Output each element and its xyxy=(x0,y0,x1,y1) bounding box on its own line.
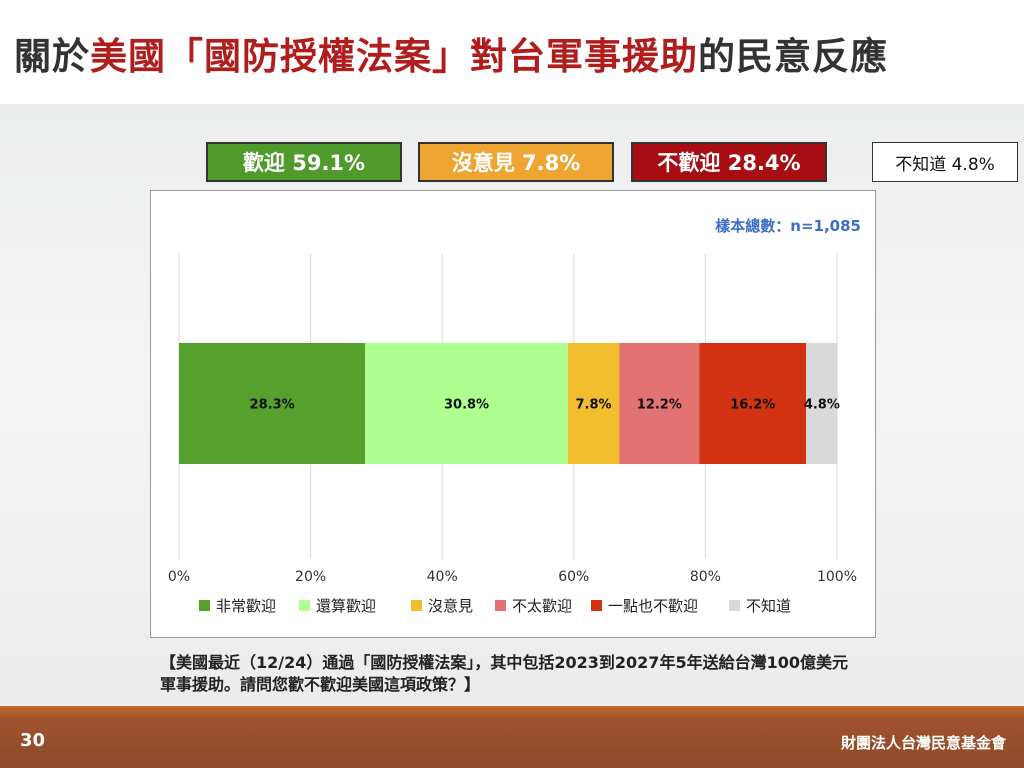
stacked-bar-chart: 0% 20% 40% 60% 80% 100% 28.3% 30.8% 7.8% 12.2% 16.… xyxy=(168,253,857,615)
data-label: 12.2% xyxy=(637,398,682,413)
legend-swatch xyxy=(729,600,740,611)
data-label: 30.8% xyxy=(444,398,489,413)
footer-bar: 30 財團法人台灣民意基金會 xyxy=(0,706,1024,768)
x-tick-label: 40% xyxy=(427,569,458,585)
organization-name: 財團法人台灣民意基金會 xyxy=(840,734,1006,752)
title-part-2: 美國「國防授權法案」對台軍事援助 xyxy=(90,35,698,78)
bar-segment xyxy=(699,343,807,464)
legend-label: 非常歡迎 xyxy=(216,597,276,615)
legend-swatch xyxy=(299,600,310,611)
data-label: 16.2% xyxy=(730,398,775,413)
legend-swatch xyxy=(591,600,602,611)
x-tick-label: 60% xyxy=(558,569,589,585)
title-part-3: 的民意反應 xyxy=(698,35,888,78)
data-label: 4.8% xyxy=(804,398,840,413)
bar-segment xyxy=(179,343,366,464)
title-part-1: 關於 xyxy=(14,35,90,78)
legend-swatch xyxy=(495,600,506,611)
x-tick-label: 80% xyxy=(690,569,721,585)
legend-label: 不知道 xyxy=(746,597,791,615)
legend-label: 一點也不歡迎 xyxy=(608,597,698,615)
title-bar: 關於美國「國防授權法案」對台軍事援助的民意反應 xyxy=(0,0,1024,104)
summary-neutral-box: 沒意見 7.8% xyxy=(418,142,614,182)
legend-swatch xyxy=(411,600,422,611)
legend-label: 還算歡迎 xyxy=(316,597,376,615)
legend-label: 沒意見 xyxy=(428,597,473,615)
survey-question: 【美國最近（12/24）通過「國防授權法案」，其中包括2023到2027年5年送… xyxy=(160,653,848,694)
sample-size-note: 樣本總數：n=1,085 xyxy=(715,217,861,235)
legend-label: 不太歡迎 xyxy=(512,597,572,615)
x-tick-label: 100% xyxy=(817,569,857,585)
x-tick-label: 20% xyxy=(295,569,326,585)
bar-segment xyxy=(567,343,620,464)
bar-segment xyxy=(619,343,700,464)
summary-welcome-box: 歡迎 59.1% xyxy=(206,142,402,182)
bar-segment xyxy=(365,343,568,464)
x-tick-label: 0% xyxy=(168,569,190,585)
summary-unwelcome-box: 不歡迎 28.4% xyxy=(631,142,827,182)
data-label: 28.3% xyxy=(250,398,295,413)
data-label: 7.8% xyxy=(576,398,612,413)
bar-segment xyxy=(806,343,838,464)
page-number: 30 xyxy=(20,730,46,751)
legend-swatch xyxy=(199,600,210,611)
chart-panel: 樣本總數：n=1,085 0% 20% 40% 60% 80% 100% 28.3% 30.8… xyxy=(150,190,876,638)
slide-title: 關於美國「國防授權法案」對台軍事援助的民意反應 xyxy=(14,26,888,80)
summary-unknown-box: 不知道 4.8% xyxy=(872,142,1018,182)
